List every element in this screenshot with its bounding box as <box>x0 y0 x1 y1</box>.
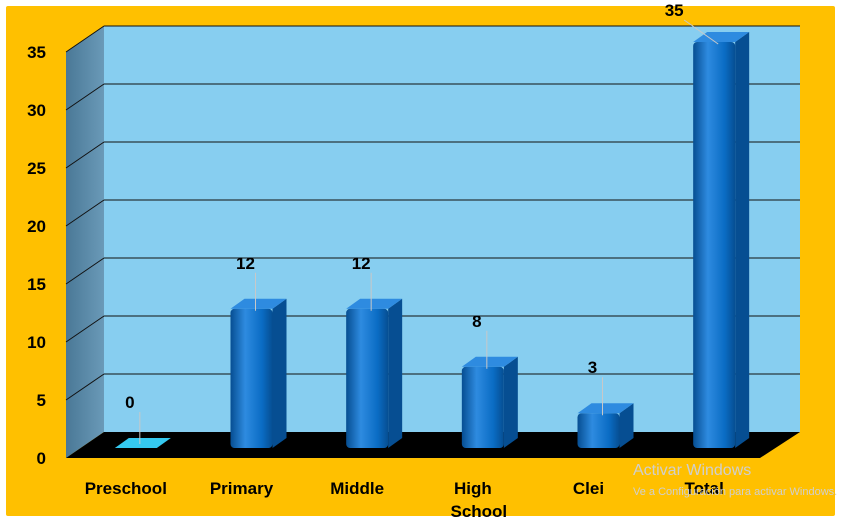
bar-side <box>735 32 750 448</box>
y-tick-label: 10 <box>27 333 46 352</box>
bar <box>577 413 620 448</box>
data-label: 8 <box>472 312 481 331</box>
y-tick-label: 30 <box>27 101 46 120</box>
x-tick-label: Primary <box>210 479 274 498</box>
side-gridline <box>65 315 105 343</box>
bar-top <box>461 356 518 367</box>
x-tick-label: Clei <box>573 479 604 498</box>
watermark-title: Activar Windows <box>633 462 751 479</box>
back-wall <box>104 26 800 432</box>
y-tick-label: 0 <box>37 449 46 468</box>
watermark-subtitle: Ve a Configuración para activar Windows. <box>633 486 837 498</box>
bar <box>693 42 736 448</box>
bar-top <box>346 298 403 309</box>
bar-side <box>272 298 287 448</box>
x-tick-label: Total <box>684 479 723 498</box>
bar <box>114 438 171 448</box>
side-gridline <box>65 199 105 227</box>
data-label: 35 <box>665 1 684 20</box>
x-tick-label: Preschool <box>85 479 167 498</box>
bar-top <box>693 32 750 42</box>
bar-top <box>230 298 287 309</box>
bar-side <box>619 403 634 448</box>
y-tick-label: 5 <box>37 391 46 410</box>
data-label: 12 <box>352 254 371 273</box>
side-gridline <box>65 257 105 285</box>
y-tick-label: 15 <box>27 275 46 294</box>
side-gridline <box>65 141 105 169</box>
side-wall <box>66 26 104 458</box>
bar <box>461 366 504 448</box>
x-tick-label: High School <box>450 479 507 521</box>
data-label: 3 <box>588 358 597 377</box>
data-label-leader <box>683 19 719 45</box>
data-label: 12 <box>236 254 255 273</box>
x-tick-label: Middle <box>330 479 384 498</box>
side-gridline <box>65 373 105 401</box>
y-tick-label: 35 <box>27 43 46 62</box>
floor <box>66 432 800 458</box>
side-gridline <box>65 83 105 111</box>
bar <box>230 308 273 448</box>
y-tick-label: 25 <box>27 159 46 178</box>
bar-top <box>577 403 634 414</box>
bar-side <box>503 356 518 448</box>
side-gridline <box>65 25 105 53</box>
bar-side <box>388 298 403 448</box>
bar <box>346 308 389 448</box>
y-tick-label: 20 <box>27 217 46 236</box>
data-label: 0 <box>125 393 134 412</box>
